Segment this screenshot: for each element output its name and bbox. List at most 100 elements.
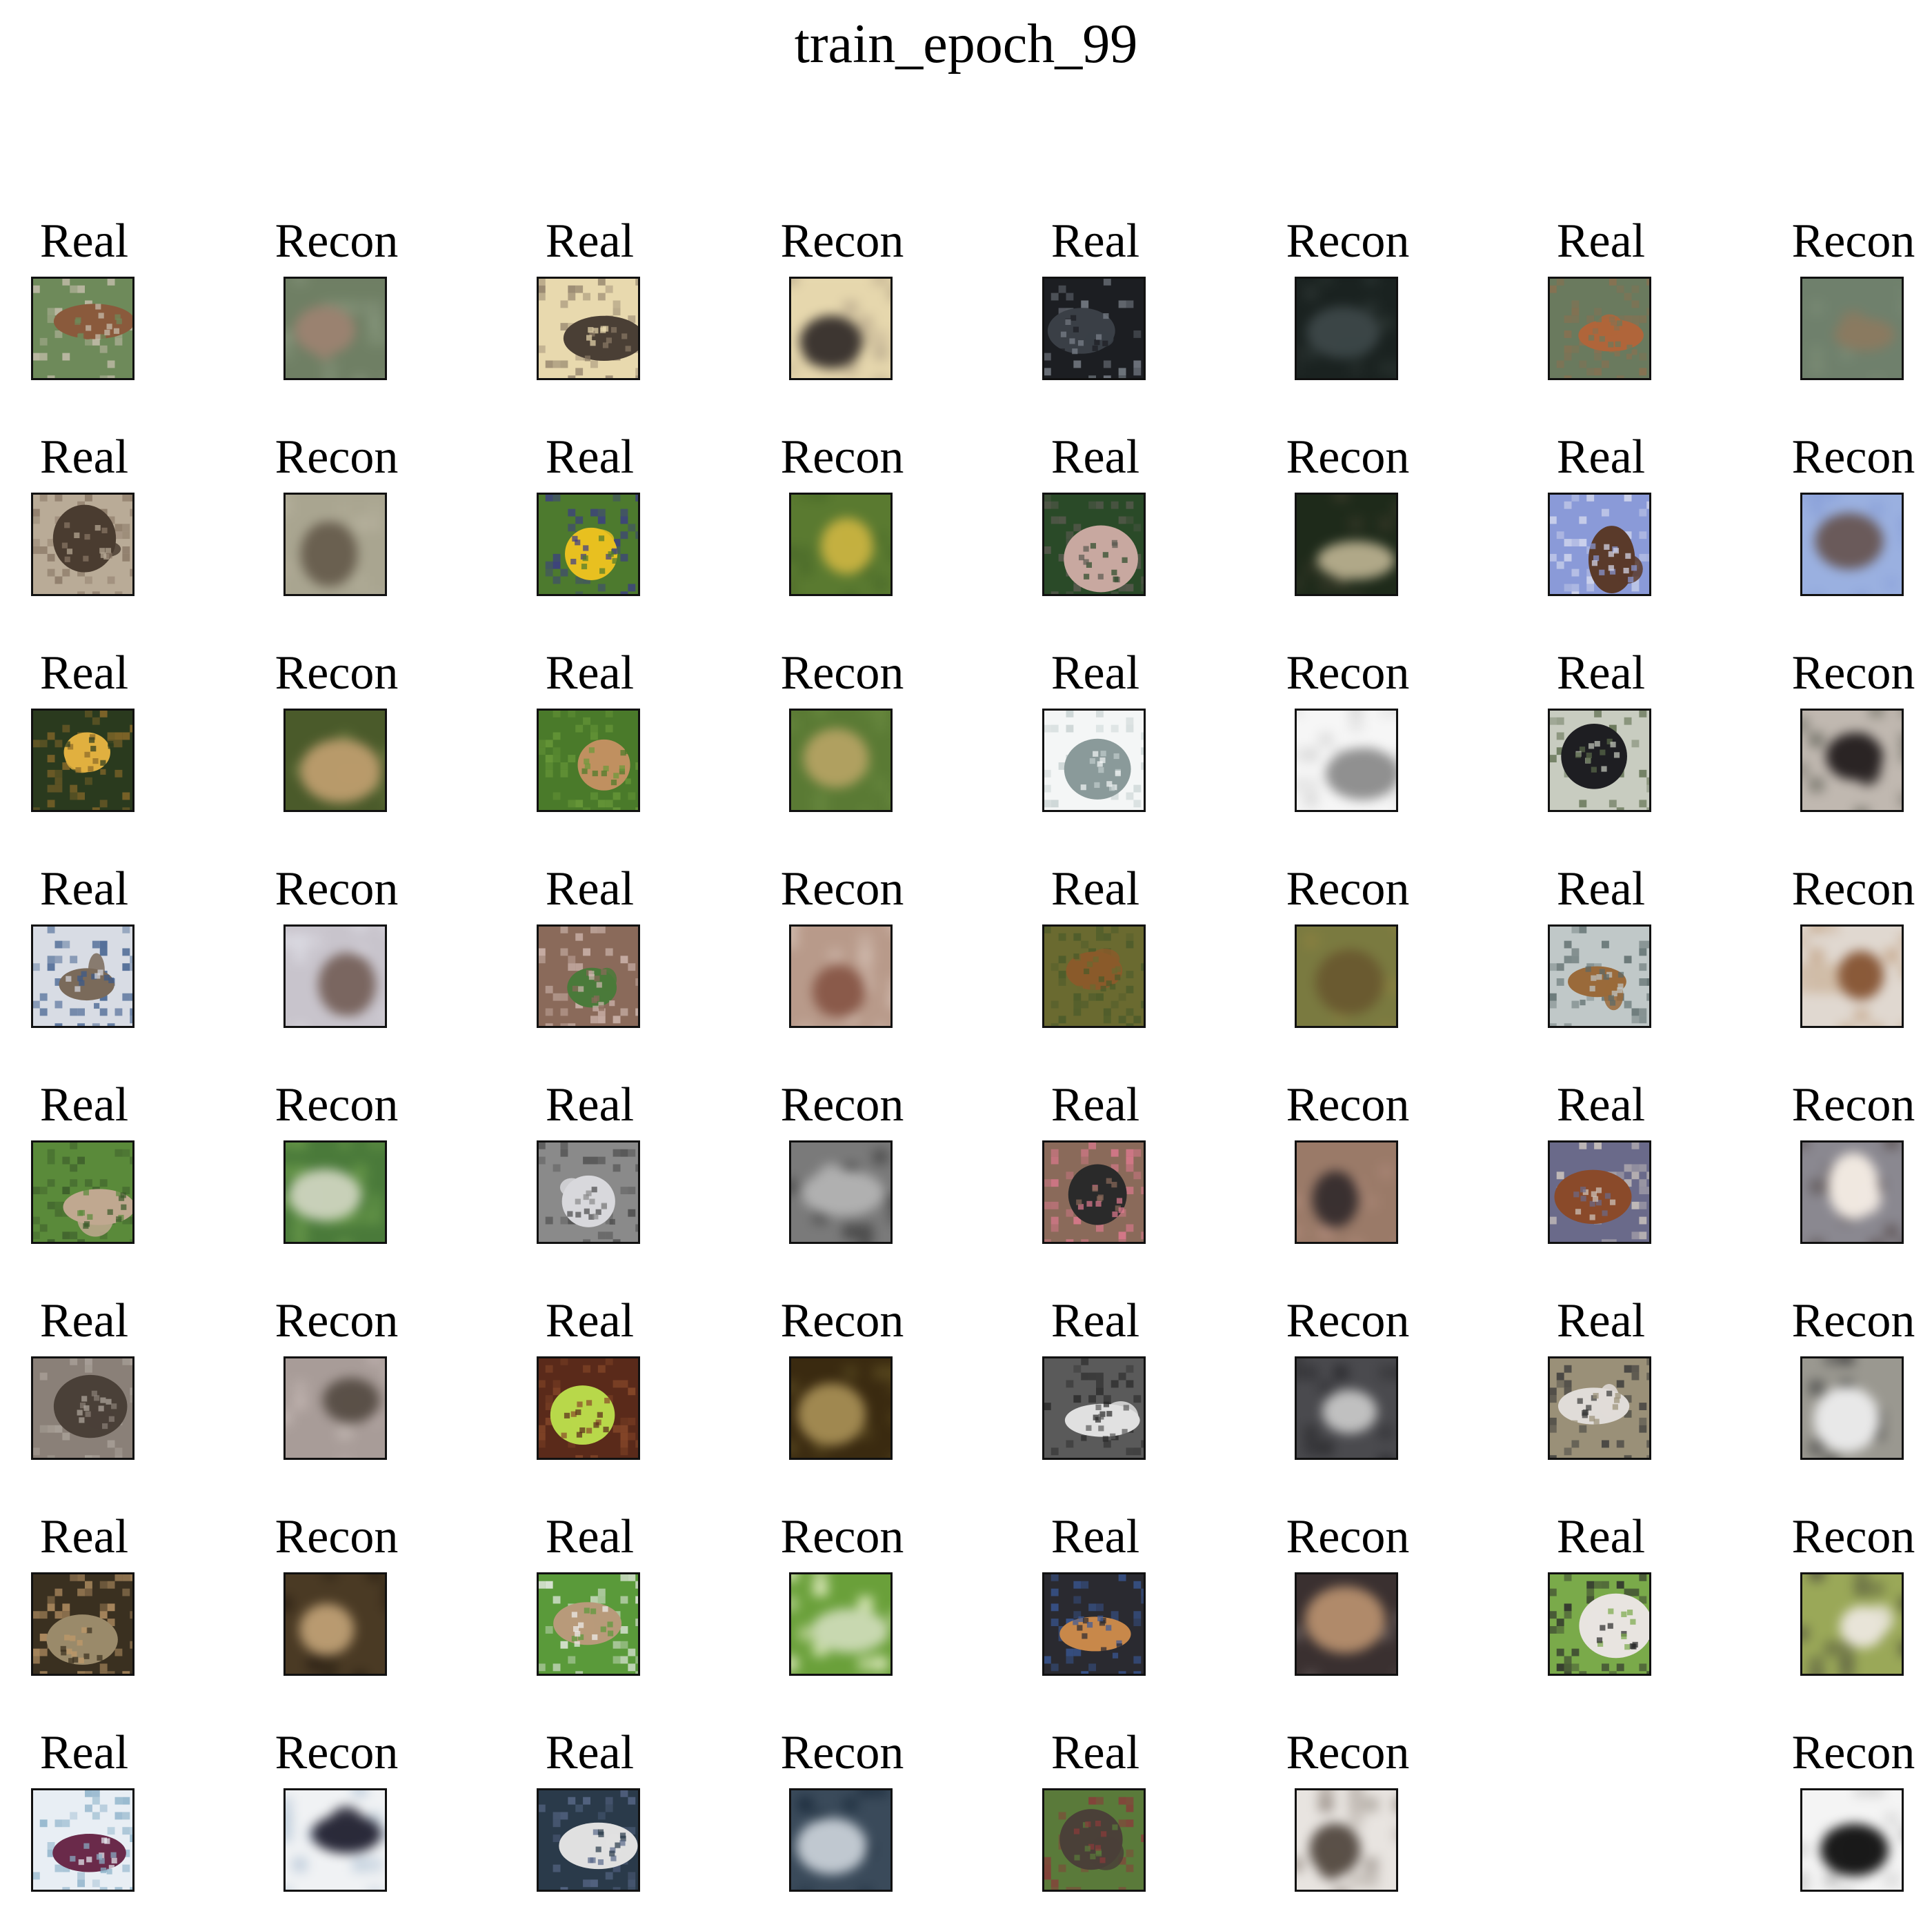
reconstruction-image [1800, 277, 1904, 380]
real-image [31, 1788, 135, 1892]
thumbnail-graphic [286, 1142, 385, 1242]
thumbnail-graphic [539, 1358, 638, 1458]
thumbnail-graphic [1802, 495, 1902, 594]
real-label: Real [39, 1078, 129, 1131]
reconstruction-image [1295, 924, 1398, 1028]
real-image [537, 709, 640, 812]
panel-cell: Recon [1265, 426, 1431, 633]
panel-cell: Recon [1771, 858, 1932, 1065]
real-label: Real [1556, 1510, 1646, 1563]
reconstruction-image [789, 1788, 893, 1892]
reconstruction-image [283, 277, 387, 380]
panel-cell: Real [1013, 1074, 1178, 1281]
recon-label: Recon [1791, 1726, 1915, 1779]
recon-label: Recon [1791, 431, 1915, 484]
panel-cell: Recon [254, 1074, 419, 1281]
recon-label: Recon [780, 862, 904, 916]
panel-cell: Recon [1771, 426, 1932, 633]
empty-label [1518, 1722, 1684, 1784]
real-image [537, 1356, 640, 1460]
recon-label: Recon [780, 1726, 904, 1779]
thumbnail-graphic [1802, 1790, 1902, 1890]
panel-cell: Real [1, 1290, 167, 1497]
thumbnail-graphic [33, 927, 132, 1026]
thumbnail-graphic [1802, 1142, 1902, 1242]
real-image [1548, 1356, 1651, 1460]
panel-cell: Real [507, 642, 673, 849]
real-label: Real [545, 431, 635, 484]
recon-label: Recon [275, 1078, 399, 1131]
reconstruction-image [283, 924, 387, 1028]
real-label: Real [1556, 646, 1646, 700]
panel-cell: Recon [1771, 1074, 1932, 1281]
panel-cell: Recon [254, 858, 419, 1065]
real-label: Real [1556, 1294, 1646, 1347]
panel-cell: Real [1518, 858, 1684, 1065]
recon-label: Recon [275, 215, 399, 268]
reconstruction-image [1295, 277, 1398, 380]
panel-cell: Recon [254, 210, 419, 417]
thumbnail-graphic [1802, 1574, 1902, 1674]
panel-cell: Recon [1771, 210, 1932, 417]
real-image [31, 924, 135, 1028]
recon-label: Recon [1286, 1510, 1410, 1563]
panel-cell: Recon [254, 426, 419, 633]
real-image [537, 1572, 640, 1676]
reconstruction-image [283, 1572, 387, 1676]
panel-cell: Recon [759, 1074, 925, 1281]
reconstruction-image [283, 709, 387, 812]
thumbnail-graphic [791, 1790, 890, 1890]
thumbnail-graphic [791, 495, 890, 594]
real-image [1042, 1788, 1146, 1892]
thumbnail-graphic [33, 1574, 132, 1674]
panel-cell: Real [507, 1722, 673, 1929]
thumbnail-graphic [33, 1790, 132, 1890]
real-label: Real [545, 1078, 635, 1131]
panel-cell: Recon [1265, 858, 1431, 1065]
thumbnail-graphic [1044, 1790, 1144, 1890]
thumbnail-graphic [286, 495, 385, 594]
real-label: Real [1556, 215, 1646, 268]
panel-cell: Real [1013, 426, 1178, 633]
reconstruction-image [283, 493, 387, 596]
thumbnail-graphic [791, 1358, 890, 1458]
panel-cell: Recon [1265, 210, 1431, 417]
recon-label: Recon [1791, 646, 1915, 700]
real-label: Real [39, 215, 129, 268]
panel-cell: Recon [254, 642, 419, 849]
thumbnail-graphic [1550, 1142, 1649, 1242]
reconstruction-image [789, 1356, 893, 1460]
real-label: Real [39, 862, 129, 916]
real-label: Real [1050, 1294, 1140, 1347]
real-image [31, 709, 135, 812]
panel-cell: Real [1518, 1506, 1684, 1713]
thumbnail-graphic [1044, 1358, 1144, 1458]
real-image [31, 493, 135, 596]
thumbnail-graphic [1044, 495, 1144, 594]
panel-cell: Real [1013, 858, 1178, 1065]
panel-cell: Recon [254, 1506, 419, 1713]
reconstruction-image [1295, 493, 1398, 596]
thumbnail-graphic [1550, 495, 1649, 594]
thumbnail-graphic [1802, 927, 1902, 1026]
reconstruction-image [1800, 1356, 1904, 1460]
real-label: Real [1050, 1078, 1140, 1131]
reconstruction-image [789, 493, 893, 596]
panel-cell: Real [507, 426, 673, 633]
recon-label: Recon [1791, 1294, 1915, 1347]
real-label: Real [545, 646, 635, 700]
panel-cell: Recon [759, 210, 925, 417]
panel-cell: Recon [1265, 642, 1431, 849]
panel-cell: Real [1518, 426, 1684, 633]
reconstruction-image [1800, 709, 1904, 812]
thumbnail-graphic [33, 495, 132, 594]
thumbnail-graphic [1297, 495, 1396, 594]
thumbnail-graphic [539, 495, 638, 594]
real-label: Real [39, 1294, 129, 1347]
reconstruction-image [789, 709, 893, 812]
thumbnail-graphic [1550, 1358, 1649, 1458]
real-label: Real [39, 1726, 129, 1779]
reconstruction-image [789, 924, 893, 1028]
recon-label: Recon [1791, 1510, 1915, 1563]
panel-cell: Recon [1265, 1074, 1431, 1281]
